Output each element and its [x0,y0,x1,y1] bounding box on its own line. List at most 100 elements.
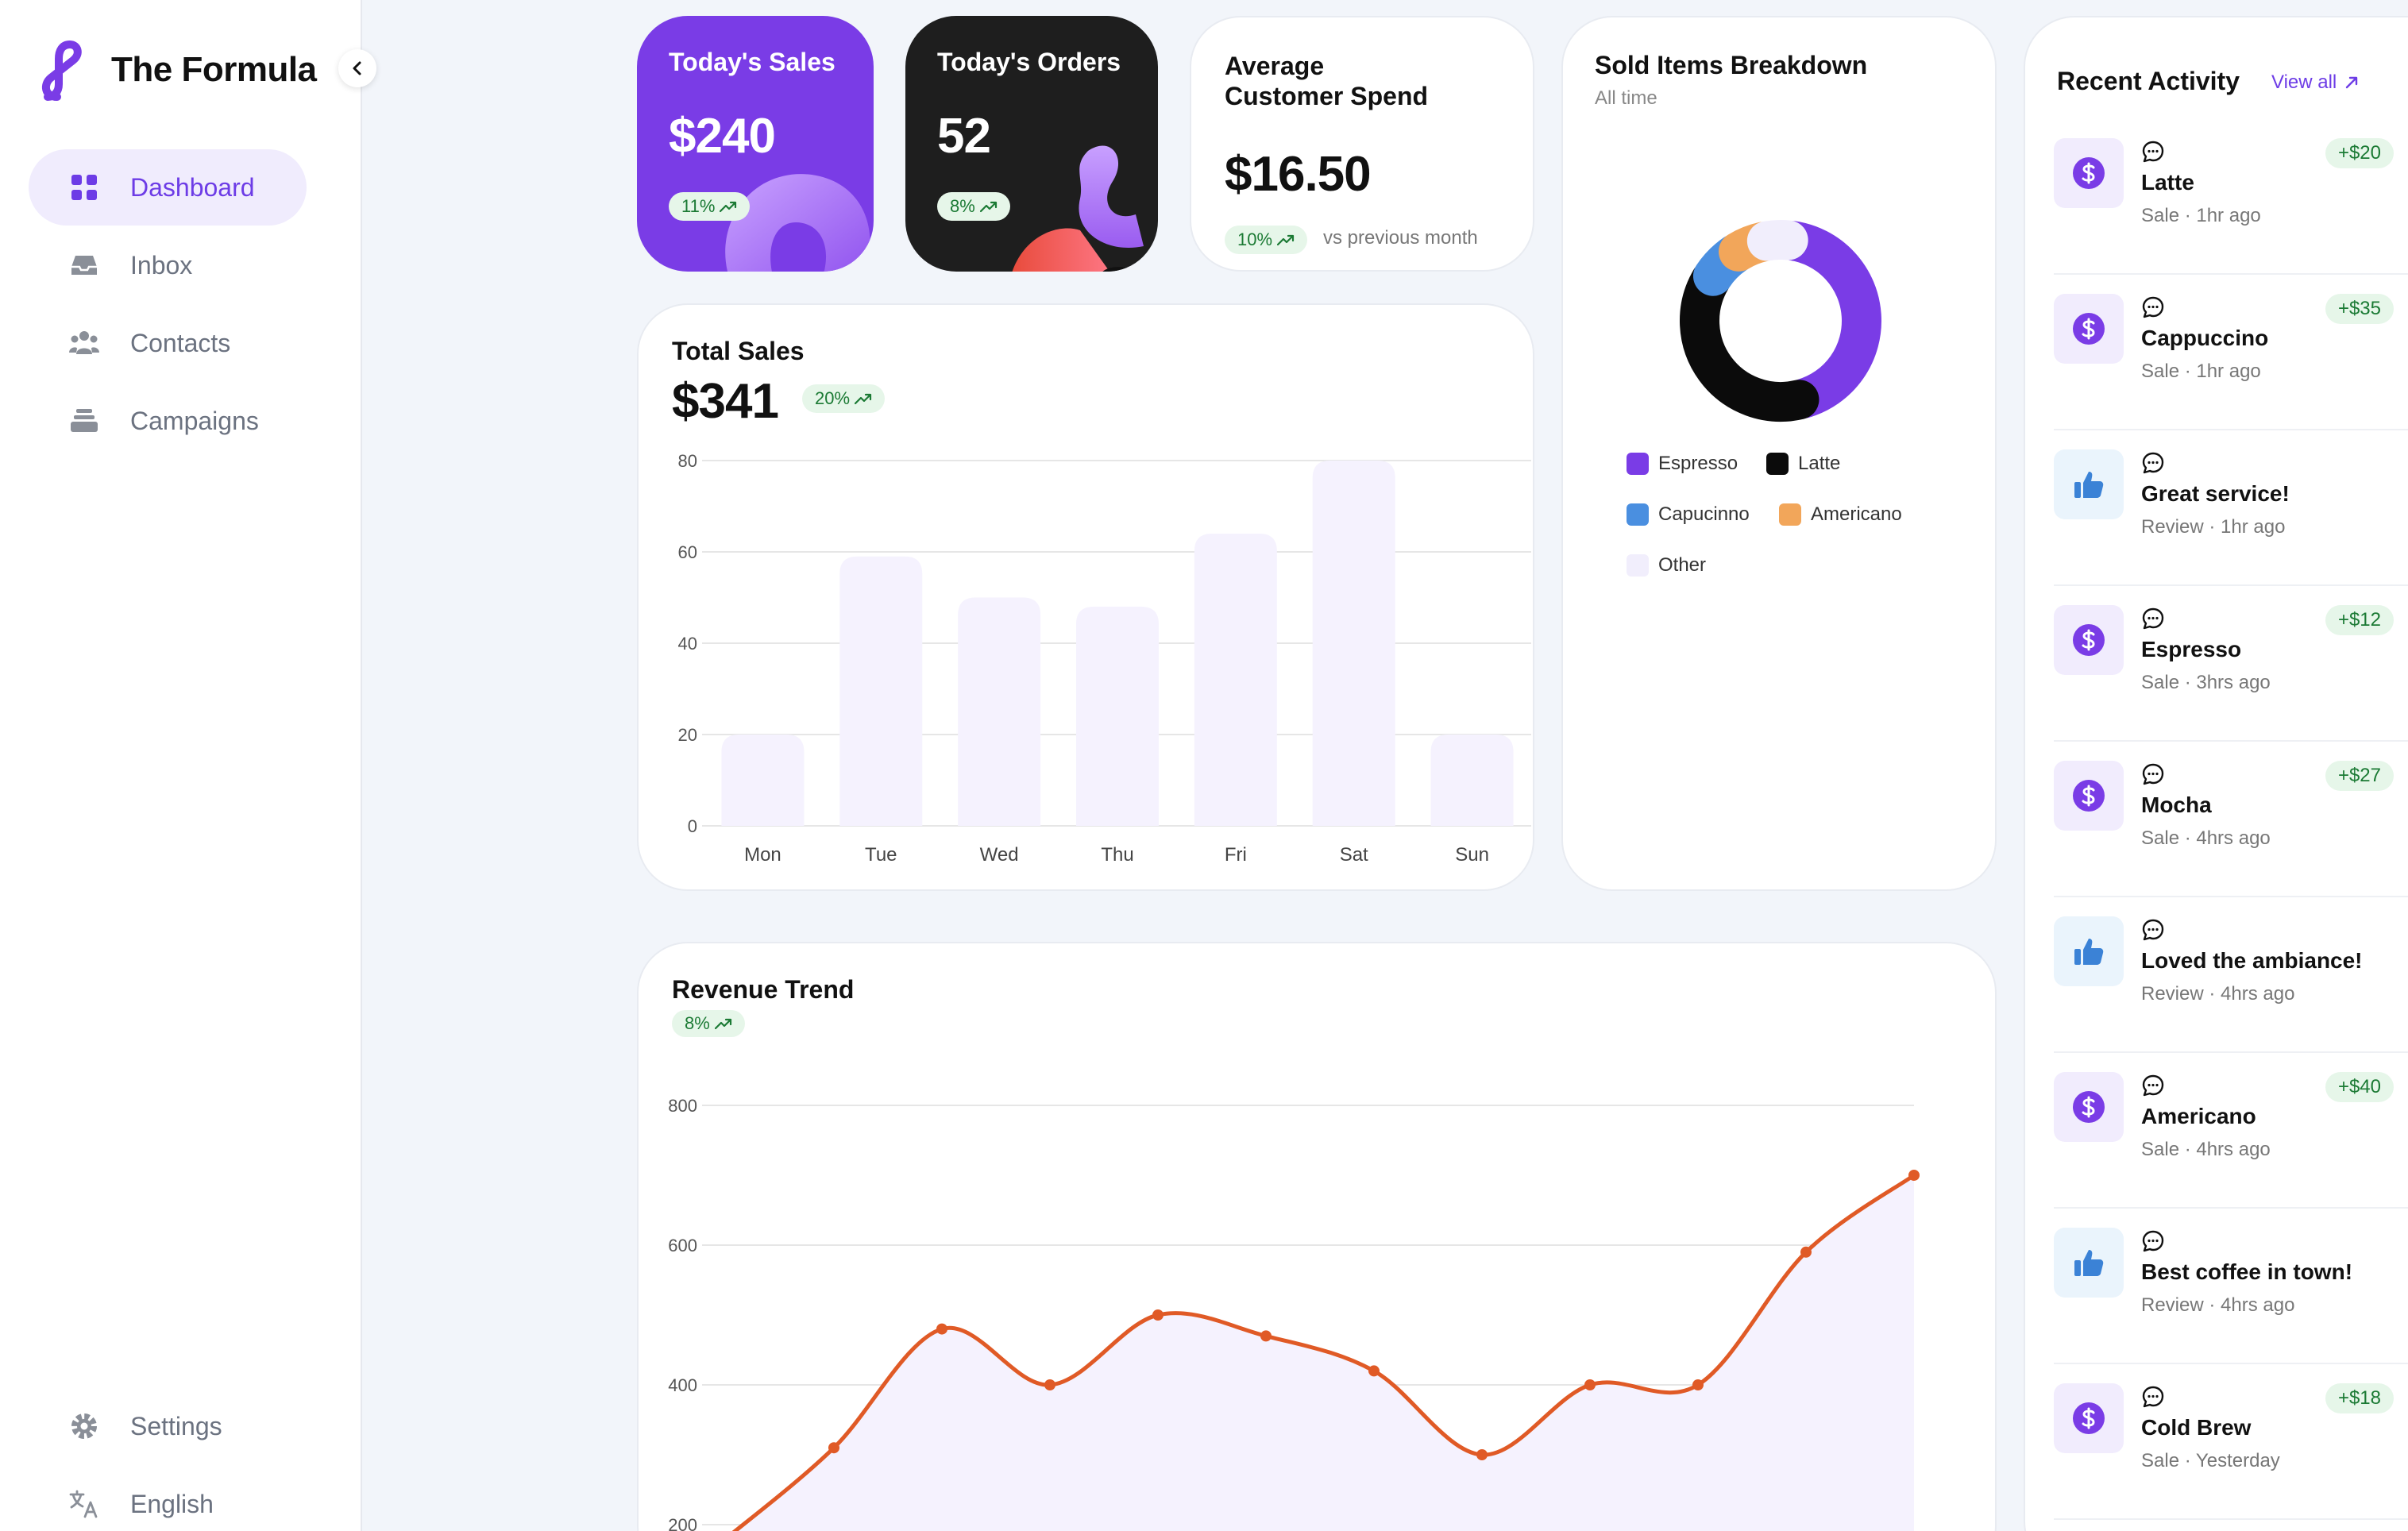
x-tick-label: Tue [865,844,897,866]
change-value: 10% [1237,229,1273,249]
bar [958,597,1041,826]
comment-button[interactable] [2141,1074,2165,1101]
activity-name: Cappuccino [2141,326,2269,350]
data-point [1368,1365,1380,1377]
activity-item[interactable]: Cappuccino Sale · 1hr ago +$35 [2054,275,2408,430]
comment-button[interactable] [2141,607,2165,634]
y-tick-label: 200 [668,1515,697,1531]
collapse-sidebar-button[interactable] [338,49,376,87]
nav-label: Settings [130,1411,222,1440]
activity-item[interactable]: Espresso Sale · 3hrs ago +$12 [2054,586,2408,742]
comment-icon [2142,1386,2164,1408]
nav-item-contacts[interactable]: Contacts [29,305,307,381]
trend-up-icon [1277,234,1295,246]
sale-icon-tile [2054,761,2124,831]
recent-activity-title: Recent Activity [2057,67,2240,95]
avg-spend-card[interactable]: Average Customer Spend $16.50 10% vs pre… [1190,16,1534,272]
decorative-blob [1012,145,1144,272]
activity-meta: Review · 4hrs ago [2141,1294,2295,1316]
dollar-icon [2073,780,2105,812]
brand-name: The Formula [111,50,317,89]
comment-icon [2142,919,2164,941]
revenue-line-chart: 200 400 600 800 [668,1096,1920,1531]
total-sales-change-badge: 20% [802,384,886,413]
recent-activity-panel: Recent Activity View all Latte Sale · 1hr… [2024,16,2408,1531]
today-sales-change-badge: 11% [669,192,751,221]
avg-spend-value: $16.50 [1225,147,1372,202]
legend-label: Other [1658,554,1707,576]
grid-icon [71,175,97,200]
sale-icon-tile [2054,605,2124,675]
nav-item-language[interactable]: English [29,1466,307,1531]
y-tick-label: 600 [668,1236,697,1255]
sold-items-card: Sold Items Breakdown All time Espresso La… [1561,16,1997,891]
avg-spend-title: Average Customer Spend [1225,51,1428,111]
activity-meta: Sale · 4hrs ago [2141,1139,2271,1160]
activity-item[interactable]: Latte Sale · 1hr ago +$20 [2054,119,2408,275]
comment-button[interactable] [2141,918,2165,946]
activity-item[interactable]: Great service! Review · 1hr ago [2054,430,2408,586]
activity-item[interactable]: Americano Sale · 4hrs ago +$40 [2054,1053,2408,1209]
revenue-change-badge: 8% [672,1010,745,1037]
nav-label: Dashboard [130,172,255,202]
activity-name: Americano [2141,1104,2256,1128]
data-point [1584,1379,1596,1390]
comment-icon [2142,1230,2164,1252]
activity-meta: Sale · Yesterday [2141,1450,2280,1471]
data-point [1044,1379,1055,1390]
legend-item: Americano [1779,503,1902,526]
nav-item-inbox[interactable]: Inbox [29,227,307,303]
activity-item[interactable]: Cold Brew Sale · Yesterday +$18 [2054,1364,2408,1520]
activity-item[interactable]: Mocha Sale · 4hrs ago +$27 [2054,742,2408,897]
comment-button[interactable] [2141,1229,2165,1257]
activity-name: Best coffee in town! [2141,1259,2353,1284]
comment-icon [2142,452,2164,474]
brand-logo-icon [41,40,82,101]
bar [839,556,923,826]
comment-button[interactable] [2141,140,2165,168]
activity-item[interactable]: Best coffee in town! Review · 4hrs ago [2054,1209,2408,1364]
today-orders-title: Today's Orders [937,48,1121,76]
today-orders-card[interactable]: Today's Orders 52 8% [905,16,1158,272]
sale-icon-tile [2054,138,2124,208]
x-tick-label: Wed [980,844,1019,866]
x-tick-label: Sun [1455,844,1489,866]
bar [1076,607,1159,826]
trend-up-icon [714,1018,731,1030]
brand[interactable]: The Formula [37,38,317,102]
nav-item-dashboard[interactable]: Dashboard [29,149,307,226]
y-tick-label: 60 [678,542,697,562]
nav-item-settings[interactable]: Settings [29,1388,307,1464]
comment-button[interactable] [2141,762,2165,790]
activity-meta: Review · 4hrs ago [2141,983,2295,1005]
activity-amount: +$27 [2325,761,2394,791]
y-tick-label: 80 [678,451,697,471]
view-all-link[interactable]: View all [2271,71,2359,94]
comment-icon [2142,607,2164,630]
nav-label: Contacts [130,328,231,357]
weekly-sales-bar-chart: 0 20 40 60 80 Mon Tue Wed Thu Fri Sat Sun [678,451,1531,866]
comment-button[interactable] [2141,451,2165,479]
comment-button[interactable] [2141,295,2165,323]
data-point [1476,1449,1488,1460]
donut-slice [1772,221,1881,418]
activity-name: Latte [2141,170,2194,195]
decorative-blob [725,174,870,272]
y-tick-label: 400 [668,1375,697,1395]
change-value: 11% [681,196,716,216]
comment-button[interactable] [2141,1385,2165,1413]
comment-icon [2142,1074,2164,1097]
activity-meta: Review · 1hr ago [2141,516,2286,538]
legend-swatch [1779,503,1801,526]
data-point [936,1323,947,1335]
inbox-icon [71,256,97,275]
avg-spend-title-line2: Customer Spend [1225,82,1429,110]
gear-icon [71,1413,97,1439]
legend-label: Espresso [1658,453,1738,474]
activity-item[interactable]: Loved the ambiance! Review · 4hrs ago [2054,897,2408,1053]
today-sales-card[interactable]: Today's Sales $240 11% [637,16,874,272]
nav-item-campaigns[interactable]: Campaigns [29,383,307,459]
nav-label: Inbox [130,250,193,280]
sold-items-donut-chart [1680,220,1881,422]
comment-icon [2142,296,2164,318]
